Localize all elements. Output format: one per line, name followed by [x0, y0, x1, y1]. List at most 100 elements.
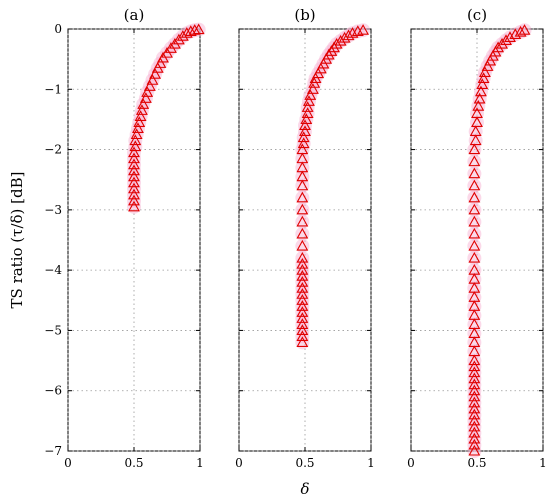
triangle-point: [296, 239, 309, 251]
triangle-point: [500, 34, 512, 46]
triangle-marker-group: [468, 24, 531, 456]
x-tick-label: 1: [367, 456, 375, 470]
y-tick-label: −1: [44, 82, 62, 96]
triangle-point: [128, 194, 140, 206]
x-tick-label: 0: [407, 456, 415, 470]
triangle-point: [296, 264, 309, 275]
triangle-point: [128, 170, 140, 182]
triangle-point: [357, 24, 370, 35]
triangle-point: [496, 37, 509, 49]
triangle-point: [468, 291, 481, 302]
triangle-point: [128, 158, 140, 170]
triangle-point: [475, 85, 487, 97]
triangle-point: [468, 282, 481, 293]
y-tick-label: −4: [44, 263, 62, 277]
triangle-point: [135, 104, 148, 115]
triangle-point: [296, 318, 309, 329]
triangle-point: [468, 273, 481, 284]
triangle-point: [328, 41, 340, 53]
triangle-point: [468, 420, 481, 432]
triangle-point: [129, 134, 142, 146]
triangle-point: [301, 101, 314, 112]
triangle-point: [471, 116, 483, 127]
triangle-point: [330, 37, 343, 49]
triangle-point: [133, 116, 146, 127]
triangle-point: [514, 25, 527, 37]
triangle-point: [128, 152, 140, 164]
triangle-point: [296, 152, 309, 164]
triangle-marker-group: [128, 23, 205, 212]
triangle-point: [509, 28, 522, 39]
triangle-point: [128, 176, 140, 188]
x-tick-label: 1: [539, 456, 547, 470]
y-tick-label: 0: [54, 22, 62, 36]
triangle-point: [473, 92, 486, 104]
triangle-point: [296, 191, 309, 203]
triangle-point: [492, 41, 505, 53]
triangle-point: [478, 66, 491, 77]
y-tick-label: −7: [44, 444, 62, 458]
triangle-point: [172, 33, 185, 45]
triangle-point: [134, 110, 147, 121]
panel-3: 0 0.5 1 (c): [407, 6, 547, 470]
triangle-point: [468, 215, 481, 227]
triangle-point: [296, 336, 309, 348]
triangle-point: [468, 179, 481, 191]
triangle-point: [468, 372, 481, 384]
triangle-point: [469, 125, 482, 137]
triangle-point: [296, 312, 309, 323]
triangle-point: [296, 282, 309, 293]
y-tick-label: −2: [44, 143, 62, 157]
triangle-point: [297, 137, 310, 149]
triangle-point: [296, 143, 309, 155]
triangle-point: [468, 354, 481, 366]
triangle-point: [296, 330, 309, 342]
triangle-point: [468, 191, 481, 203]
triangle-point: [303, 95, 315, 106]
triangle-point: [296, 306, 309, 317]
triangle-marker-group: [296, 24, 370, 348]
triangle-point: [299, 119, 311, 131]
triangle-point: [468, 203, 481, 215]
triangle-point: [322, 48, 335, 60]
triangle-point: [128, 164, 140, 176]
triangle-point: [468, 366, 481, 378]
triangle-point: [141, 86, 154, 97]
triangle-point: [472, 100, 485, 111]
triangle-point: [296, 215, 309, 227]
triangle-point: [468, 384, 481, 396]
triangle-point: [468, 426, 481, 438]
triangle-point: [137, 98, 150, 109]
triangle-point: [296, 203, 309, 215]
y-tick-label: −3: [44, 203, 62, 217]
triangle-point: [184, 25, 197, 36]
x-axis-title: δ: [300, 480, 309, 498]
triangle-point: [468, 378, 481, 390]
triangle-point: [468, 155, 481, 167]
triangle-point: [296, 324, 309, 335]
triangle-point: [476, 78, 489, 90]
triangle-point: [132, 122, 144, 134]
triangle-point: [468, 432, 481, 444]
triangle-point: [468, 167, 481, 179]
triangle-point: [306, 83, 319, 94]
triangle-point: [296, 251, 309, 263]
triangle-point: [296, 179, 309, 191]
triangle-point: [128, 200, 140, 212]
triangle-point: [296, 276, 309, 287]
triangle-point: [468, 438, 481, 450]
triangle-point: [468, 396, 481, 408]
triangle-point: [468, 318, 481, 329]
triangle-point: [468, 408, 481, 420]
triangle-point: [128, 182, 140, 194]
triangle-point: [130, 128, 143, 140]
x-tick-label: 1: [196, 456, 204, 470]
triangle-point: [129, 140, 142, 152]
x-tick-label: 0: [235, 456, 243, 470]
triangle-point: [154, 57, 167, 68]
triangle-point: [304, 89, 317, 100]
triangle-point: [468, 309, 481, 320]
triangle-point: [468, 239, 481, 251]
y-axis-title: TS ratio (τ/δ) [dB]: [8, 172, 26, 309]
triangle-point: [468, 360, 481, 372]
